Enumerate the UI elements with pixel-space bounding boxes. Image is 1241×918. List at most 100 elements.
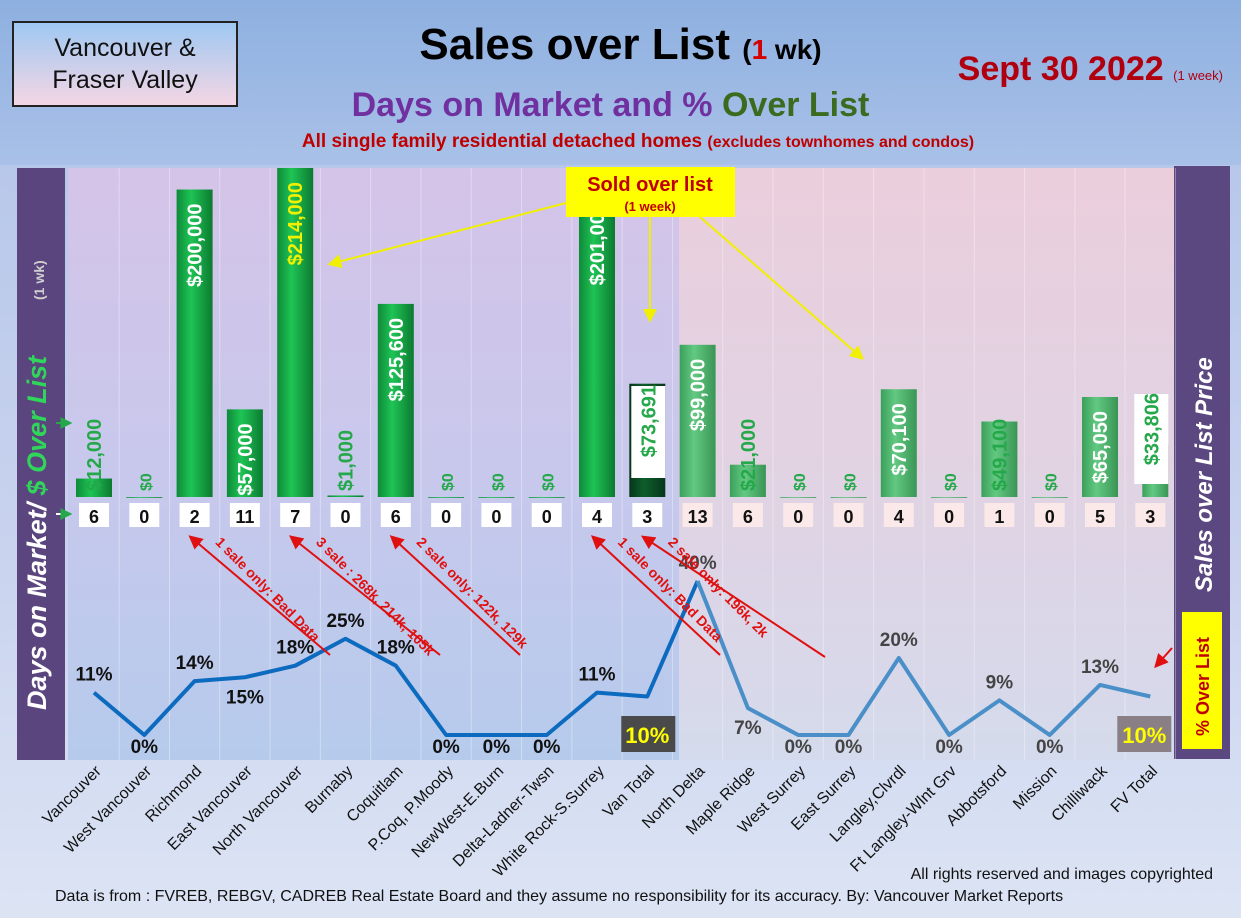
bar-langley-clvrdl	[880, 389, 917, 497]
days-value-burnaby: 0	[340, 507, 350, 527]
bar-east-surrey	[830, 497, 867, 498]
days-box-p-coq-p-moody	[431, 503, 462, 527]
left-axis-title-a: Days on Market/	[22, 495, 52, 710]
bar-value-label-mission: $0	[1044, 473, 1061, 491]
days-value-van-total: 3	[642, 507, 652, 527]
days-box-mission	[1034, 503, 1065, 527]
days-box-ft-langley-wlnt-grv	[934, 503, 965, 527]
days-box-chilliwack	[1085, 503, 1115, 527]
pct-label-west-vancouver: 0%	[131, 737, 159, 758]
left-axis-bar	[17, 168, 65, 760]
bar-newwest-e-burn	[478, 497, 515, 498]
bar-value-label-north-delta: $99,000	[688, 359, 710, 431]
bar-east-vancouver	[226, 409, 263, 497]
right-axis-badge-box	[1182, 612, 1222, 749]
right-axis-badge: % Over List	[1193, 637, 1213, 736]
bar-series	[76, 168, 1169, 498]
x-tick-newwest-e-burn: NewWest-E.Burn	[409, 763, 508, 862]
days-value-newwest-e-burn: 0	[491, 507, 501, 527]
days-box-maple-ridge	[732, 503, 763, 527]
bar-value-labels: $12,000 $0 $200,000 $57,000 $214,000 $1,000 $1…	[84, 182, 1169, 496]
days-box-west-vancouver	[129, 503, 160, 527]
right-badge-arrow	[1154, 647, 1173, 669]
bar-north-delta	[679, 344, 716, 497]
title-paren-close: wk)	[767, 34, 822, 65]
pct-label-vancouver: 11%	[76, 665, 113, 686]
pct-label-coquitlam: 18%	[377, 638, 415, 659]
annotation-arrow-4	[590, 535, 721, 656]
days-value-delta-ladner-twsn: 0	[542, 507, 552, 527]
x-tick-fv-total: FV Total	[1108, 763, 1161, 816]
days-box-west-surrey	[783, 503, 814, 527]
days-box-north-delta	[682, 503, 713, 527]
pct-label-burnaby: 25%	[326, 611, 364, 632]
title-paren-open: (	[742, 34, 752, 65]
days-value-chilliwack: 5	[1095, 507, 1105, 527]
days-value-white-rock-s-surrey: 4	[592, 507, 602, 527]
bar-value-label-richmond: $200,000	[185, 204, 207, 287]
annotation-arrow-2	[289, 535, 441, 656]
days-value-langley-clvrdl: 4	[894, 507, 904, 527]
pct-label-mission: 0%	[1036, 737, 1064, 758]
bar-label-bg-fv-total	[1134, 394, 1169, 484]
date-text: Sept 30 2022	[957, 50, 1164, 88]
bar-north-vancouver	[277, 168, 314, 497]
date-note: (1 week)	[1173, 68, 1223, 83]
pct-label-newwest-e-burn: 0%	[483, 737, 511, 758]
title-paren-num: 1	[751, 34, 768, 65]
pct-label-fv-total: 10%	[1122, 723, 1166, 748]
bar-white-rock-s-surrey	[579, 187, 615, 498]
days-box-fv-total	[1135, 503, 1166, 527]
description-text: All single family residential detached h…	[301, 131, 703, 152]
total-pct-box-van-total	[621, 716, 676, 752]
pct-label-richmond: 14%	[176, 653, 214, 674]
pct-label-west-surrey: 0%	[784, 737, 812, 758]
bar-value-label-ft-langley-wlnt-grv: $0	[943, 473, 960, 491]
days-value-ft-langley-wlnt-grv: 0	[944, 507, 954, 527]
bar-delta-ladner-twsn	[528, 497, 565, 498]
bar-value-label-fv-total: $33,806	[1141, 393, 1163, 465]
days-value-fv-total: 3	[1145, 507, 1155, 527]
days-box-vancouver	[79, 503, 109, 527]
bar-coquitlam	[377, 303, 414, 497]
days-box-delta-ladner-twsn	[531, 503, 562, 527]
days-value-coquitlam: 6	[391, 507, 401, 527]
left-axis-title: Days on Market/ $ Over List	[22, 355, 52, 710]
right-axis-title: Sales over List Price	[1191, 357, 1218, 592]
days-value-vancouver: 6	[89, 507, 99, 527]
pct-label-north-vancouver: 18%	[276, 638, 314, 659]
bar-value-label-coquitlam: $125,600	[386, 318, 408, 401]
pct-label-abbotsford: 9%	[986, 672, 1014, 693]
x-tick-east-vancouver: East Vancouver	[165, 762, 257, 854]
bar-abbotsford	[981, 421, 1018, 497]
callout-arrow-north-vancouver	[327, 202, 567, 268]
pct-label-van-total: 10%	[625, 723, 669, 748]
callout-note: (1 week)	[624, 199, 675, 214]
days-value-west-surrey: 0	[793, 507, 803, 527]
days-on-market-row: 6 0 2 11 7 0 6 0 0 0 4 3 13 6 0 0 4 0 1 0 5 3	[79, 503, 1166, 527]
category-gridlines	[118, 168, 1176, 760]
days-value-abbotsford: 1	[994, 507, 1004, 527]
bar-value-label-west-surrey: $0	[792, 473, 809, 491]
plot-background-left	[68, 168, 679, 760]
days-value-mission: 0	[1045, 507, 1055, 527]
pct-label-north-delta: 40%	[679, 553, 717, 574]
days-value-maple-ridge: 6	[743, 507, 753, 527]
bar-maple-ridge	[729, 464, 766, 497]
days-box-white-rock-s-surrey	[582, 503, 612, 527]
bar-value-label-east-surrey: $0	[843, 473, 860, 491]
region-box: Vancouver & Fraser Valley	[12, 21, 238, 107]
left-axis-title-note: (1 wk)	[31, 260, 47, 300]
bar-value-label-white-rock-s-surrey: $201,000	[587, 202, 609, 285]
bar-p-coq-p-moody	[428, 497, 465, 498]
pct-label-delta-ladner-twsn: 0%	[533, 737, 561, 758]
pct-label-ft-langley-wlnt-grv: 0%	[935, 737, 963, 758]
callout-title: Sold over list	[587, 174, 713, 196]
bar-value-label-delta-ladner-twsn: $0	[541, 473, 558, 491]
bar-value-label-east-vancouver: $57,000	[235, 423, 257, 495]
annotation-arrow-3	[389, 535, 521, 656]
percent-over-list-line: 11% 0% 14% 15% 18% 25% 18% 0% 0% 0% 11% 10% 40% 7% 0% 0…	[76, 553, 1172, 758]
pct-label-p-coq-p-moody: 0%	[432, 737, 460, 758]
bar-ft-langley-wlnt-grv	[931, 497, 968, 498]
pct-label-white-rock-s-surrey: 11%	[579, 665, 616, 686]
